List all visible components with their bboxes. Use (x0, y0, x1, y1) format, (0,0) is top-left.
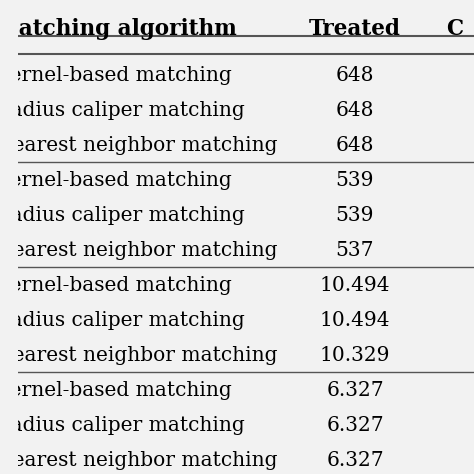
Text: Kernel-based matching: Kernel-based matching (0, 381, 232, 400)
Text: Nearest neighbor matching: Nearest neighbor matching (0, 451, 277, 470)
Text: Matching algorithm: Matching algorithm (0, 18, 237, 40)
Text: C: C (447, 18, 464, 40)
Text: 10.494: 10.494 (320, 311, 390, 330)
Text: 537: 537 (336, 241, 374, 260)
Text: 648: 648 (336, 66, 374, 85)
Text: 6.327: 6.327 (326, 416, 384, 435)
Text: Kernel-based matching: Kernel-based matching (0, 276, 232, 295)
Text: 6.327: 6.327 (326, 451, 384, 470)
Text: Nearest neighbor matching: Nearest neighbor matching (0, 346, 277, 365)
Text: Treated: Treated (309, 18, 401, 40)
Text: Kernel-based matching: Kernel-based matching (0, 171, 232, 190)
Text: 539: 539 (336, 171, 374, 190)
Text: 6.327: 6.327 (326, 381, 384, 400)
Text: 648: 648 (336, 101, 374, 120)
Text: Radius caliper matching: Radius caliper matching (0, 206, 245, 225)
Text: Radius caliper matching: Radius caliper matching (0, 101, 245, 120)
Text: 10.329: 10.329 (320, 346, 390, 365)
Text: 539: 539 (336, 206, 374, 225)
Text: Radius caliper matching: Radius caliper matching (0, 416, 245, 435)
Text: Nearest neighbor matching: Nearest neighbor matching (0, 136, 277, 155)
Text: Radius caliper matching: Radius caliper matching (0, 311, 245, 330)
Text: 10.494: 10.494 (320, 276, 390, 295)
Text: 648: 648 (336, 136, 374, 155)
Text: Kernel-based matching: Kernel-based matching (0, 66, 232, 85)
Bar (0, 0, 18, 474)
Text: Nearest neighbor matching: Nearest neighbor matching (0, 241, 277, 260)
